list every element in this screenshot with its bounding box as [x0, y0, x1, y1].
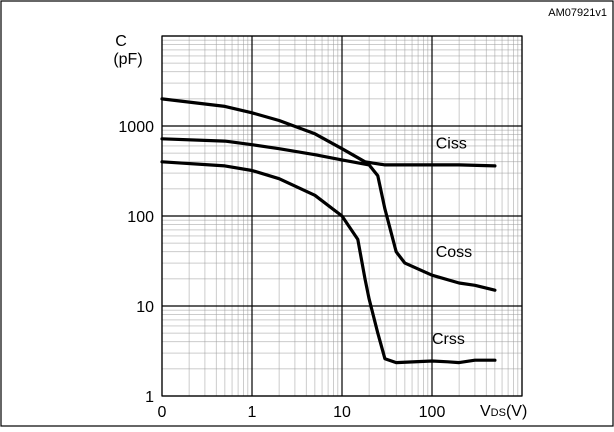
y-tick-labels: 1 10 100 1000 [118, 119, 154, 406]
x-axis-label: VDS(V) [480, 403, 527, 420]
x-tick-label: 100 [419, 404, 446, 421]
major-gridlines [161, 35, 523, 397]
y-axis-label: C [115, 33, 127, 50]
series-line-ciss [160, 97, 497, 168]
series-curves [160, 97, 497, 365]
x-axis-label-subscript: DS [491, 407, 506, 419]
x-tick-labels: 0 1 10 100 [158, 404, 446, 421]
series-line-crss [160, 160, 497, 365]
y-axis-unit: (pF) [113, 51, 142, 68]
y-tick-label: 1000 [118, 119, 154, 136]
series-label-coss: Coss [436, 244, 472, 261]
x-axis-label-unit: (V) [506, 403, 527, 420]
x-tick-label: 0 [158, 404, 167, 421]
y-tick-label: 1 [145, 389, 154, 406]
series-line-coss [160, 137, 497, 292]
x-tick-label: 10 [333, 404, 351, 421]
plot-area-border [161, 35, 523, 397]
y-tick-label: 10 [136, 299, 154, 316]
series-label-crss: Crss [432, 331, 465, 348]
x-axis-label-main: V [480, 403, 491, 420]
y-tick-label: 100 [127, 209, 154, 226]
x-tick-label: 1 [248, 404, 257, 421]
series-labels: Ciss Coss Crss [432, 136, 472, 348]
series-label-ciss: Ciss [436, 136, 467, 153]
figure-id: AM07921v1 [548, 7, 607, 19]
